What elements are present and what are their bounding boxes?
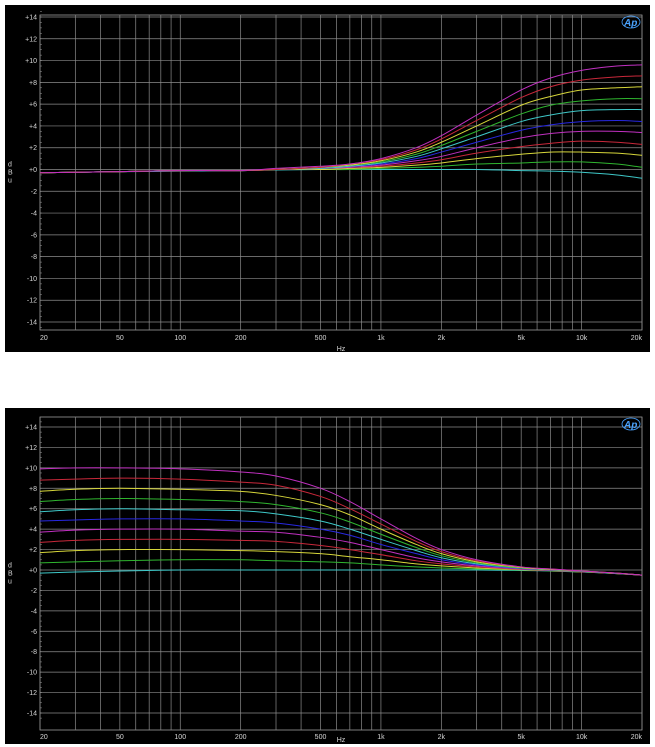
y-tick-label: +10 xyxy=(25,58,37,65)
x-tick-label: 200 xyxy=(235,734,247,741)
y-tick-label: +6 xyxy=(29,102,37,109)
y-tick-label: +8 xyxy=(29,486,37,493)
x-axis-label: Hz xyxy=(337,346,346,352)
bass-response-chart: +14 +12 +10 +8 +6 +4 +2 +0 -2 -4 -6 -8 -10 -12 -14 20 50… xyxy=(5,408,650,744)
series-line xyxy=(39,528,643,576)
y-tick-label: -14 xyxy=(27,320,37,327)
x-tick-label: 20 xyxy=(40,734,48,741)
y-tick-label: -12 xyxy=(27,690,37,697)
y-tick-label: -6 xyxy=(31,629,37,636)
x-tick-label: 500 xyxy=(315,734,327,741)
y-tick-label: +12 xyxy=(25,445,37,452)
y-tick-label: -10 xyxy=(27,276,37,283)
chart-svg: +14 +12 +10 +8 +6 +4 +2 +0 -2 -4 -6 -8 -10 -12 -14 20 50… xyxy=(8,11,643,352)
x-tick-label: 20 xyxy=(40,335,48,342)
y-tick-label: -4 xyxy=(31,211,37,218)
series-line xyxy=(39,168,643,179)
x-tick-label: 50 xyxy=(116,734,124,741)
y-tick-label: +14 xyxy=(25,425,37,432)
ap-logo: Ap xyxy=(623,420,637,431)
plot-area xyxy=(39,416,643,731)
x-tick-label: 100 xyxy=(174,734,186,741)
plot-area xyxy=(39,14,643,331)
y-tick-label: +0 xyxy=(29,167,37,174)
y-tick-label: +6 xyxy=(29,506,37,513)
x-tick-label: 1k xyxy=(377,335,385,342)
series-line xyxy=(39,497,643,576)
x-tick-label: 50 xyxy=(116,335,124,342)
y-tick-label: -2 xyxy=(31,588,37,595)
x-axis-label: Hz xyxy=(337,737,346,744)
y-tick-label: -6 xyxy=(31,232,37,239)
y-tick-label: +2 xyxy=(29,145,37,152)
x-tick-label: 500 xyxy=(315,335,327,342)
series-line xyxy=(39,467,643,576)
y-tick-label: +4 xyxy=(29,527,37,534)
x-tick-label: 100 xyxy=(174,335,186,342)
x-tick-label: 20k xyxy=(631,734,643,741)
x-tick-label: 2k xyxy=(438,734,446,741)
y-tick-label: +12 xyxy=(25,36,37,43)
series-line xyxy=(39,64,643,174)
y-tick-label: -2 xyxy=(31,189,37,196)
x-tick-label: 10k xyxy=(576,734,588,741)
ap-logo: Ap xyxy=(623,18,637,29)
x-tick-label: 10k xyxy=(576,335,588,342)
series-line xyxy=(39,109,643,174)
y-tick-label: +2 xyxy=(29,547,37,554)
x-tick-label: 20k xyxy=(631,335,643,342)
y-tick-label: +4 xyxy=(29,123,37,130)
y-tick-label: +8 xyxy=(29,80,37,87)
treble-response-chart: +14 +12 +10 +8 +6 +4 +2 +0 -2 -4 -6 -8 -10 -12 -14 20 50… xyxy=(5,5,650,352)
y-tick-label: -12 xyxy=(27,298,37,305)
y-tick-label: -8 xyxy=(31,649,37,656)
y-tick-label: +10 xyxy=(25,465,37,472)
y-tick-label: -10 xyxy=(27,670,37,677)
y-tick-label: -8 xyxy=(31,254,37,261)
series-line xyxy=(39,86,643,174)
x-tick-label: 5k xyxy=(517,734,525,741)
series-line xyxy=(39,518,643,576)
x-tick-label: 200 xyxy=(235,335,247,342)
y-tick-label: +0 xyxy=(29,568,37,575)
x-tick-label: 2k xyxy=(438,335,446,342)
y-tick-label: -4 xyxy=(31,608,37,615)
ap-logo-ring xyxy=(621,15,641,29)
chart-svg: +14 +12 +10 +8 +6 +4 +2 +0 -2 -4 -6 -8 -10 -12 -14 20 50… xyxy=(8,416,643,744)
x-tick-label: 1k xyxy=(377,734,385,741)
y-tick-label: +14 xyxy=(25,15,37,22)
series-line xyxy=(39,559,643,576)
ap-logo-ring xyxy=(621,417,641,431)
x-tick-label: 5k xyxy=(517,335,525,342)
y-tick-label: -14 xyxy=(27,711,37,718)
